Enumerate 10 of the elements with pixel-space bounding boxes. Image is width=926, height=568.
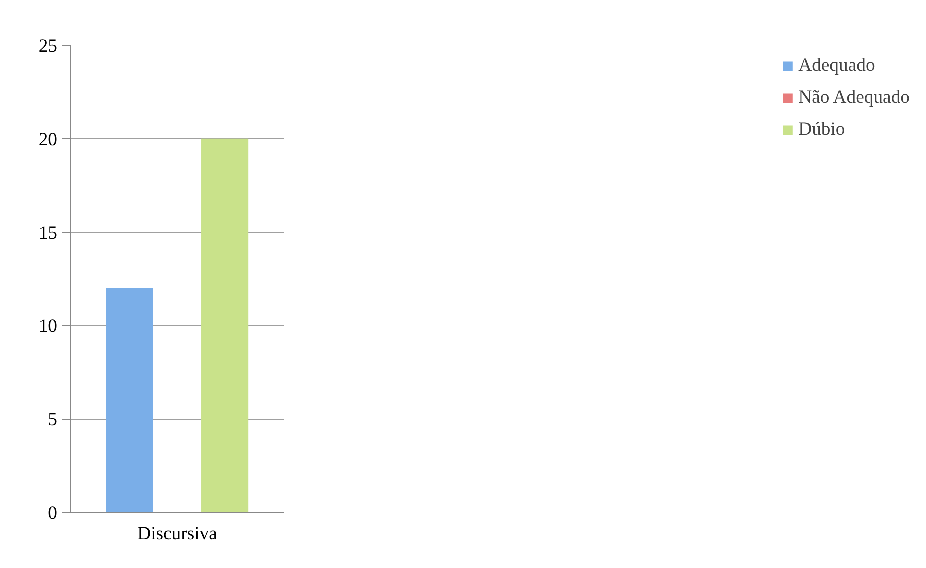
- y-tick-label: 10: [38, 316, 58, 338]
- y-tick-label: 25: [38, 36, 58, 57]
- y-tick-label: 0: [48, 503, 58, 524]
- y-tick-label: 20: [38, 129, 58, 150]
- y-tick-label: 15: [38, 222, 58, 244]
- legend-label: Adequado: [798, 55, 876, 77]
- legend-label: Não Adequado: [798, 87, 910, 109]
- x-tick-label: Discursiva: [138, 524, 218, 544]
- y-tick-label: 5: [48, 410, 58, 431]
- legend-label: Dúbio: [798, 119, 846, 141]
